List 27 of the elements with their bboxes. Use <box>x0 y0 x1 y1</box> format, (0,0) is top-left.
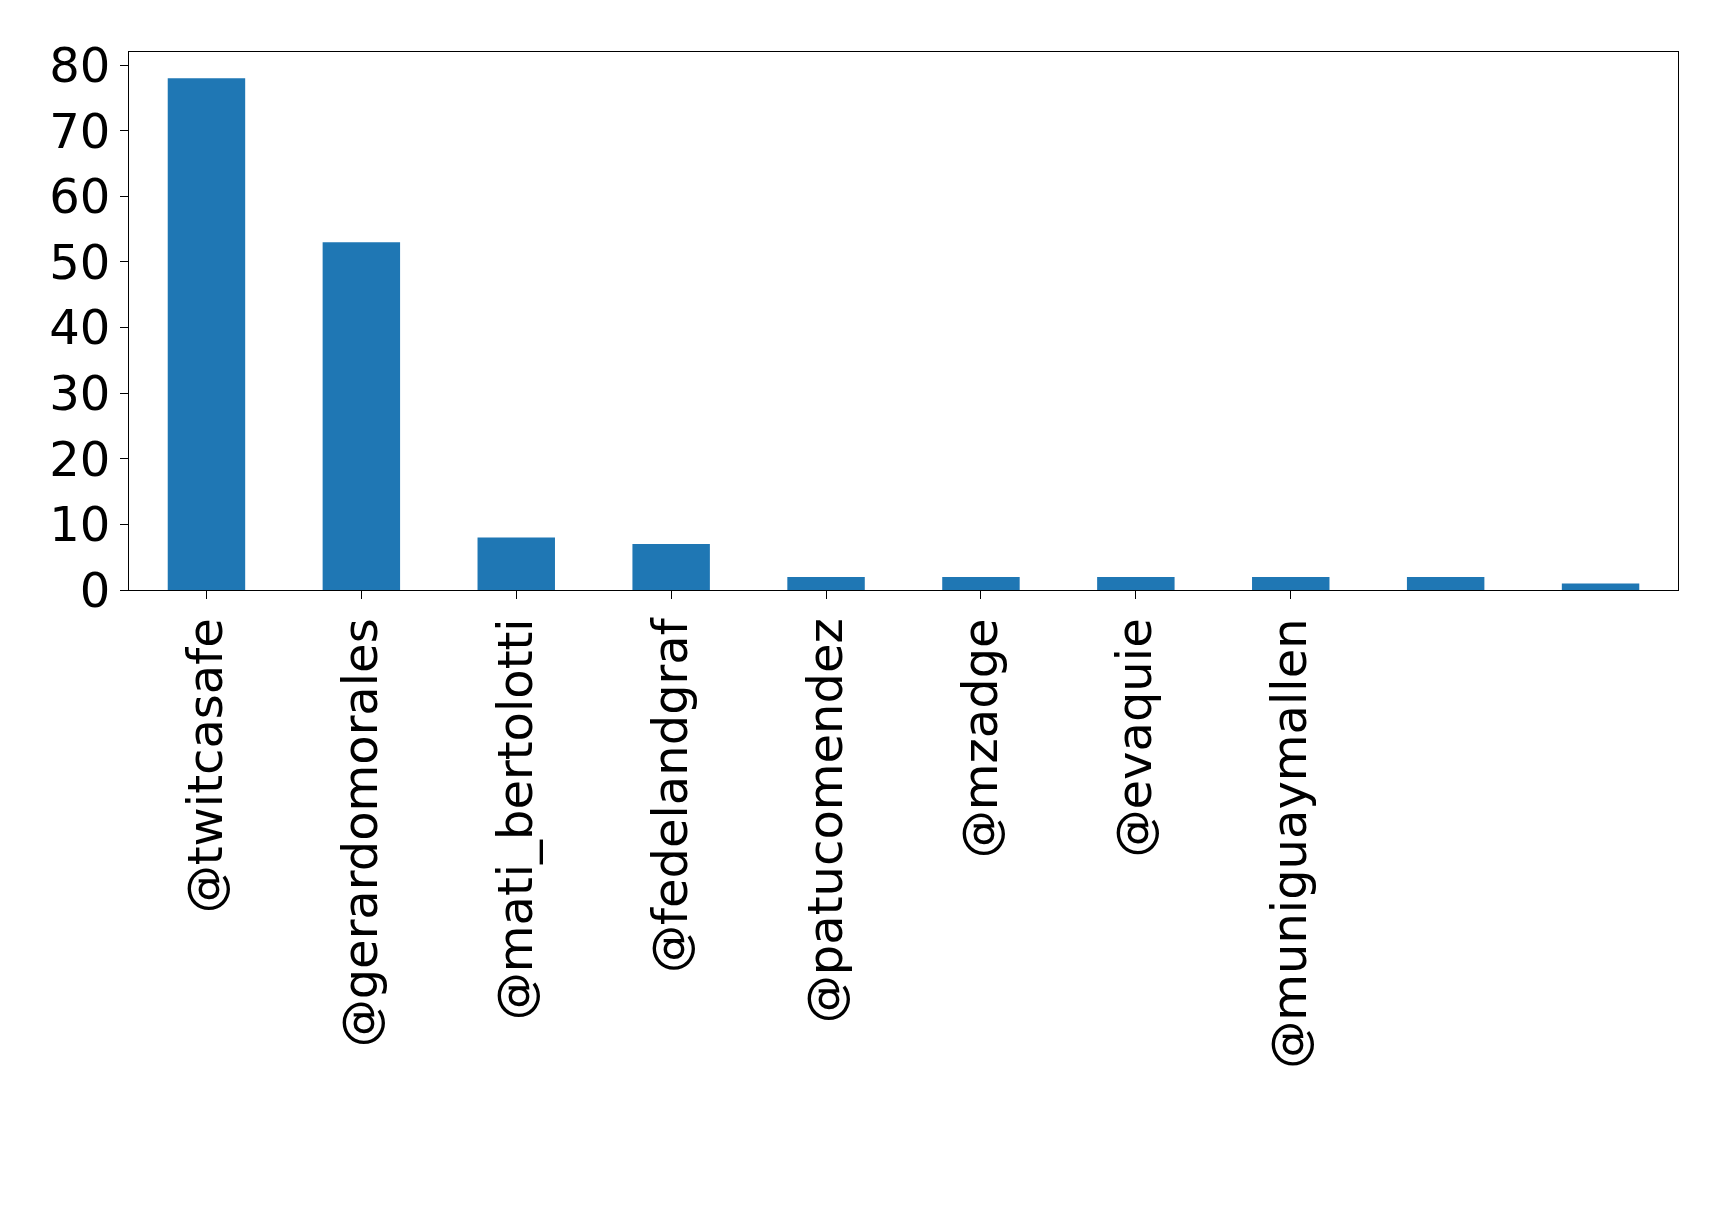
bar <box>167 78 246 590</box>
bar <box>1406 576 1485 590</box>
x-tick-label: @gerardomorales <box>331 618 388 1048</box>
y-tick-label: 80 <box>49 36 111 93</box>
x-tick-label: @mzadge <box>951 618 1008 859</box>
x-tick-label: @mati_bertolotti <box>486 618 543 1021</box>
x-tick-label: @evaquie <box>1106 618 1163 858</box>
y-tick-label: 30 <box>49 364 111 421</box>
y-tick-label: 40 <box>49 299 111 356</box>
bar <box>787 576 865 590</box>
x-tick-label: @fedelandgraf <box>641 617 698 973</box>
y-tick-label: 10 <box>49 496 111 553</box>
bar <box>1561 583 1640 590</box>
y-tick-label: 0 <box>79 561 111 618</box>
bar <box>632 544 710 590</box>
y-tick-label: 70 <box>49 102 111 159</box>
bar <box>1097 576 1175 590</box>
y-tick-label: 50 <box>49 233 111 290</box>
bar <box>1252 576 1330 590</box>
bar <box>322 242 401 590</box>
x-tick-label: @twitcasafe <box>177 618 234 914</box>
x-tick-label: @muniguaymallen <box>1261 618 1318 1069</box>
bar <box>477 537 555 590</box>
y-tick-label: 20 <box>49 430 111 487</box>
y-tick-label: 60 <box>49 168 111 225</box>
bar <box>942 576 1020 590</box>
x-tick-label: @patucomendez <box>796 618 853 1024</box>
